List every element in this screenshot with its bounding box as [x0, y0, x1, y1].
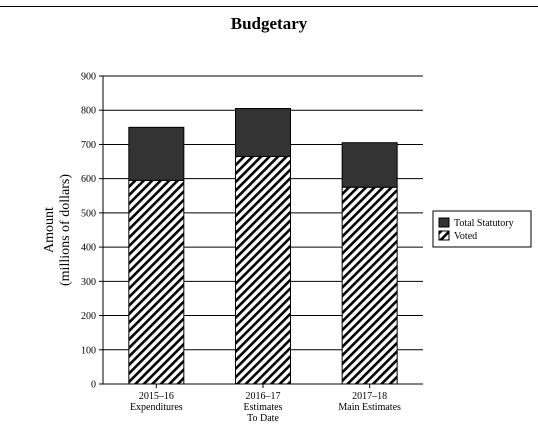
- bar-layer: [128, 108, 398, 385]
- bar-voted: [235, 155, 291, 385]
- y-tick-label: 500: [81, 208, 96, 219]
- bar-total-statutory: [128, 126, 185, 181]
- y-tick-label: 900: [81, 72, 96, 83]
- x-category-label: 2016–17: [246, 391, 281, 402]
- legend-swatch: [438, 217, 450, 228]
- bar-voted: [341, 186, 398, 385]
- x-category-label: 2017–18: [352, 391, 387, 402]
- y-tick-label: 400: [81, 243, 96, 254]
- y-axis-label: Amount (millions of dollars): [42, 174, 73, 286]
- legend-box: [432, 210, 532, 248]
- top-rule: [0, 6, 538, 7]
- y-tick-label: 600: [81, 174, 96, 185]
- x-category-label: 2015–16: [139, 391, 174, 402]
- legend: Total Statutory Voted: [432, 210, 532, 248]
- y-tick-label: 300: [81, 277, 96, 288]
- chart-title: Budgetary: [230, 14, 308, 33]
- x-category-label: Expenditures: [130, 402, 183, 413]
- y-tick-label: 200: [81, 311, 96, 322]
- bar-total-statutory: [235, 108, 291, 157]
- y-tick-label: 0: [91, 380, 96, 391]
- legend-swatch: [438, 230, 450, 241]
- y-tick-labels: 0 100 200 300 400 500 600 700 800 900: [81, 72, 96, 391]
- bar-voted: [128, 179, 185, 385]
- y-tick-label: 800: [81, 106, 96, 117]
- y-axis-label-line: Amount: [42, 207, 57, 253]
- y-tick-label: 100: [81, 345, 96, 356]
- axis-layer: [99, 75, 423, 388]
- legend-label: Total Statutory: [454, 218, 514, 229]
- y-tick-label: 700: [81, 140, 96, 151]
- x-category-label: To Date: [247, 413, 279, 424]
- legend-label: Voted: [454, 231, 477, 242]
- bar-total-statutory: [341, 142, 398, 188]
- x-category-label: Main Estimates: [338, 402, 401, 413]
- y-axis-label-line: (millions of dollars): [58, 174, 73, 286]
- x-category-label: Estimates: [244, 402, 283, 413]
